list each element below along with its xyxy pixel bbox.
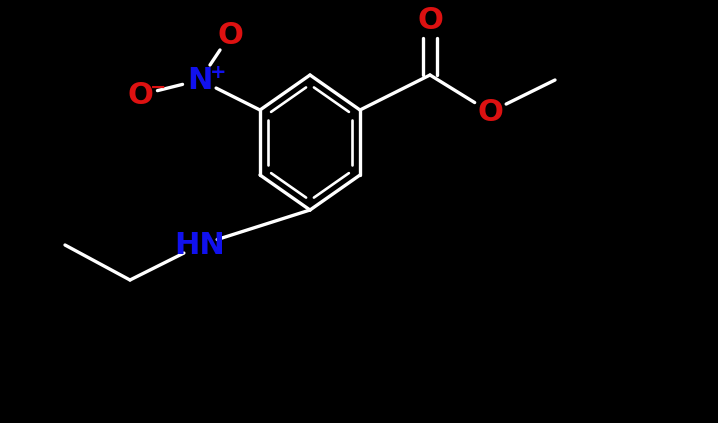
Text: O: O (127, 80, 153, 110)
Text: −: − (149, 78, 166, 97)
Text: O: O (217, 20, 243, 49)
Text: +: + (210, 63, 226, 82)
Text: HN: HN (174, 231, 225, 259)
Text: O: O (417, 5, 443, 35)
Text: N: N (187, 66, 213, 94)
Text: O: O (477, 97, 503, 126)
